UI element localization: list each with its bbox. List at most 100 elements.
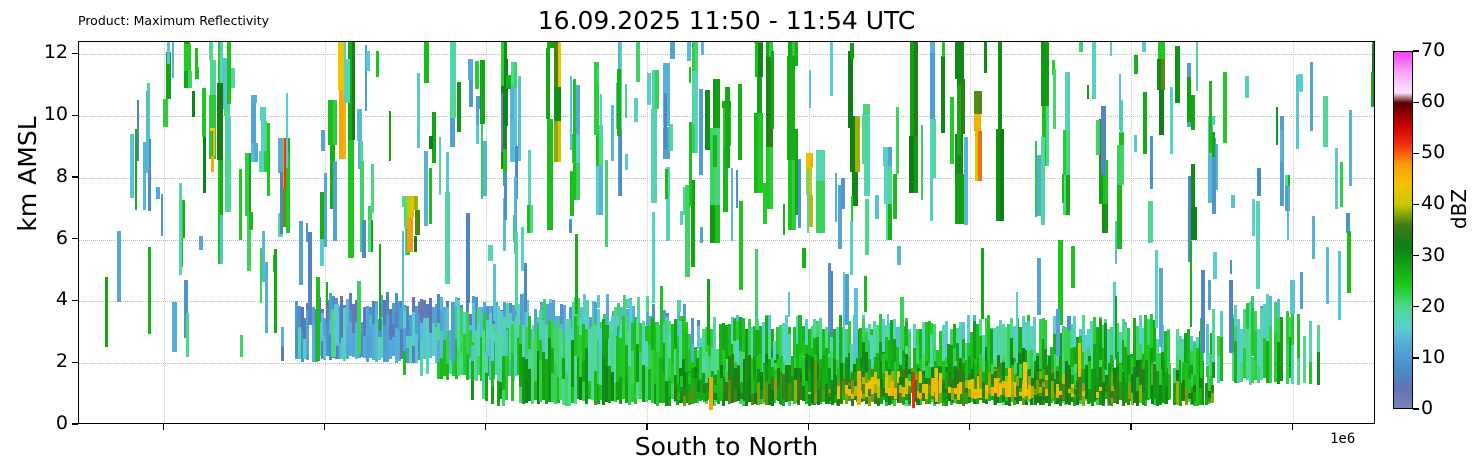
radar-echo-cell — [961, 321, 965, 340]
radar-echo-filament — [480, 60, 485, 124]
radar-echo-cell — [976, 385, 980, 398]
radar-echo-filament — [488, 244, 493, 262]
radar-echo-column — [1062, 174, 1070, 215]
radar-echo-cell — [893, 387, 897, 399]
radar-echo-cell — [808, 355, 812, 371]
radar-echo-filament — [1057, 239, 1063, 325]
radar-echo-cell — [470, 381, 474, 400]
radar-echo-column — [476, 109, 479, 126]
radar-echo-filament — [186, 312, 189, 357]
radar-echo-cell — [1047, 373, 1051, 407]
radar-echo-cell — [662, 325, 666, 343]
radar-echo-cell — [865, 373, 869, 383]
radar-echo-cell — [1262, 303, 1266, 338]
radar-echo-cell — [394, 292, 398, 311]
radar-echo-column — [909, 135, 918, 194]
radar-echo-cell — [959, 391, 963, 395]
radar-echo-cell — [809, 153, 814, 167]
radar-echo-cell — [1187, 392, 1191, 400]
colorbar-tick-mark — [1413, 203, 1419, 206]
radar-echo-cell — [1115, 322, 1119, 353]
radar-echo-cell — [1113, 389, 1117, 403]
radar-echo-filament — [262, 230, 266, 283]
radar-echo-cell — [985, 361, 989, 384]
radar-echo-cell — [1248, 326, 1252, 385]
radar-echo-cell — [682, 303, 686, 321]
radar-echo-cell — [1056, 365, 1060, 371]
radar-echo-column — [756, 76, 762, 114]
radar-echo-cell — [739, 350, 743, 404]
radar-echo-cell — [1205, 365, 1209, 378]
radar-echo-cell — [607, 321, 611, 339]
radar-echo-filament — [941, 42, 945, 57]
radar-echo-cell — [1030, 378, 1034, 386]
radar-echo-cell — [970, 391, 974, 399]
radar-echo-cell — [1156, 370, 1160, 400]
radar-echo-cell — [762, 362, 766, 366]
radar-echo-filament — [482, 140, 487, 196]
radar-echo-cell — [691, 386, 695, 401]
radar-echo-cell — [956, 383, 960, 392]
radar-echo-cell — [1033, 381, 1037, 389]
radar-echo-cell — [1110, 391, 1114, 399]
radar-echo-cell — [976, 323, 979, 359]
radar-echo-filament — [676, 299, 682, 313]
radar-echo-filament — [829, 42, 834, 96]
radar-echo-cell — [674, 375, 678, 386]
plot-area — [78, 41, 1375, 424]
radar-echo-cell — [391, 323, 395, 338]
radar-echo-cell — [500, 309, 504, 312]
radar-echo-cell — [420, 341, 424, 356]
radar-echo-cell — [1116, 396, 1120, 404]
radar-echo-cell — [548, 299, 552, 303]
radar-echo-cell — [879, 378, 883, 387]
radar-echo-cell — [522, 324, 526, 358]
radar-echo-cell — [1070, 388, 1074, 393]
radar-echo-cell — [1047, 356, 1051, 374]
radar-echo-cell — [1033, 375, 1037, 382]
radar-echo-cell — [1240, 362, 1244, 382]
radar-echo-cell — [1161, 376, 1165, 402]
radar-echo-filament — [362, 219, 367, 258]
radar-echo-cell — [1102, 368, 1106, 382]
radar-echo-filament — [1215, 143, 1219, 190]
radar-echo-cell — [331, 295, 335, 312]
radar-echo-filament — [698, 89, 703, 176]
radar-echo-cell — [865, 367, 869, 371]
radar-echo-cell — [605, 293, 609, 303]
radar-echo-cell — [904, 317, 908, 323]
radar-echo-cell — [597, 308, 601, 339]
radar-echo-cell — [873, 383, 877, 393]
radar-echo-cell — [536, 351, 540, 404]
radar-echo-cell — [967, 355, 971, 374]
radar-echo-filament — [136, 99, 140, 161]
radar-echo-cell — [1164, 385, 1168, 404]
radar-echo-cell — [925, 378, 929, 384]
radar-echo-cell — [1096, 376, 1100, 400]
radar-echo-column — [1158, 90, 1165, 135]
radar-echo-cell — [1150, 314, 1154, 348]
radar-echo-cell — [1107, 386, 1111, 405]
radar-echo-cell — [297, 327, 301, 359]
radar-echo-cell — [998, 320, 1002, 372]
radar-echo-cell — [377, 335, 381, 361]
radar-echo-cell — [1019, 362, 1023, 364]
radar-echo-cell — [599, 358, 603, 386]
radar-echo-cell — [1110, 355, 1114, 373]
radar-echo-cell — [918, 329, 922, 359]
x-axis-tick-mark — [485, 424, 487, 430]
radar-echo-cell — [716, 370, 720, 383]
radar-echo-column — [691, 124, 698, 154]
radar-echo-cell — [945, 372, 949, 389]
radar-echo-filament — [1119, 74, 1122, 130]
radar-echo-cell — [907, 332, 911, 356]
radar-echo-cell — [936, 350, 940, 369]
radar-echo-cell — [916, 390, 920, 398]
radar-echo-cell — [591, 300, 595, 316]
radar-echo-cell — [1242, 327, 1246, 348]
radar-echo-cell — [1144, 359, 1148, 374]
gridline-vertical — [486, 42, 488, 423]
radar-echo-cell — [579, 334, 583, 377]
radar-echo-cell — [950, 328, 954, 345]
radar-echo-cell — [570, 339, 574, 388]
